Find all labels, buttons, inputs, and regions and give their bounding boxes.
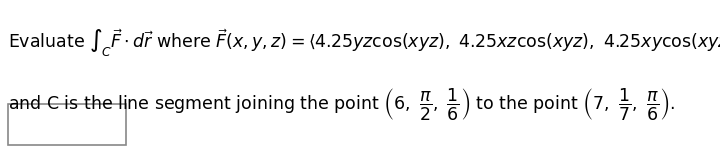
Text: Evaluate $\int_C \vec{F} \cdot d\vec{r}$ where $\vec{F}(x, y, z) = \langle 4.25y: Evaluate $\int_C \vec{F} \cdot d\vec{r}$… <box>9 28 720 59</box>
Text: and C is the line segment joining the point $\left(6,\ \dfrac{\pi}{2},\ \dfrac{1: and C is the line segment joining the po… <box>9 86 675 122</box>
FancyBboxPatch shape <box>9 104 126 145</box>
